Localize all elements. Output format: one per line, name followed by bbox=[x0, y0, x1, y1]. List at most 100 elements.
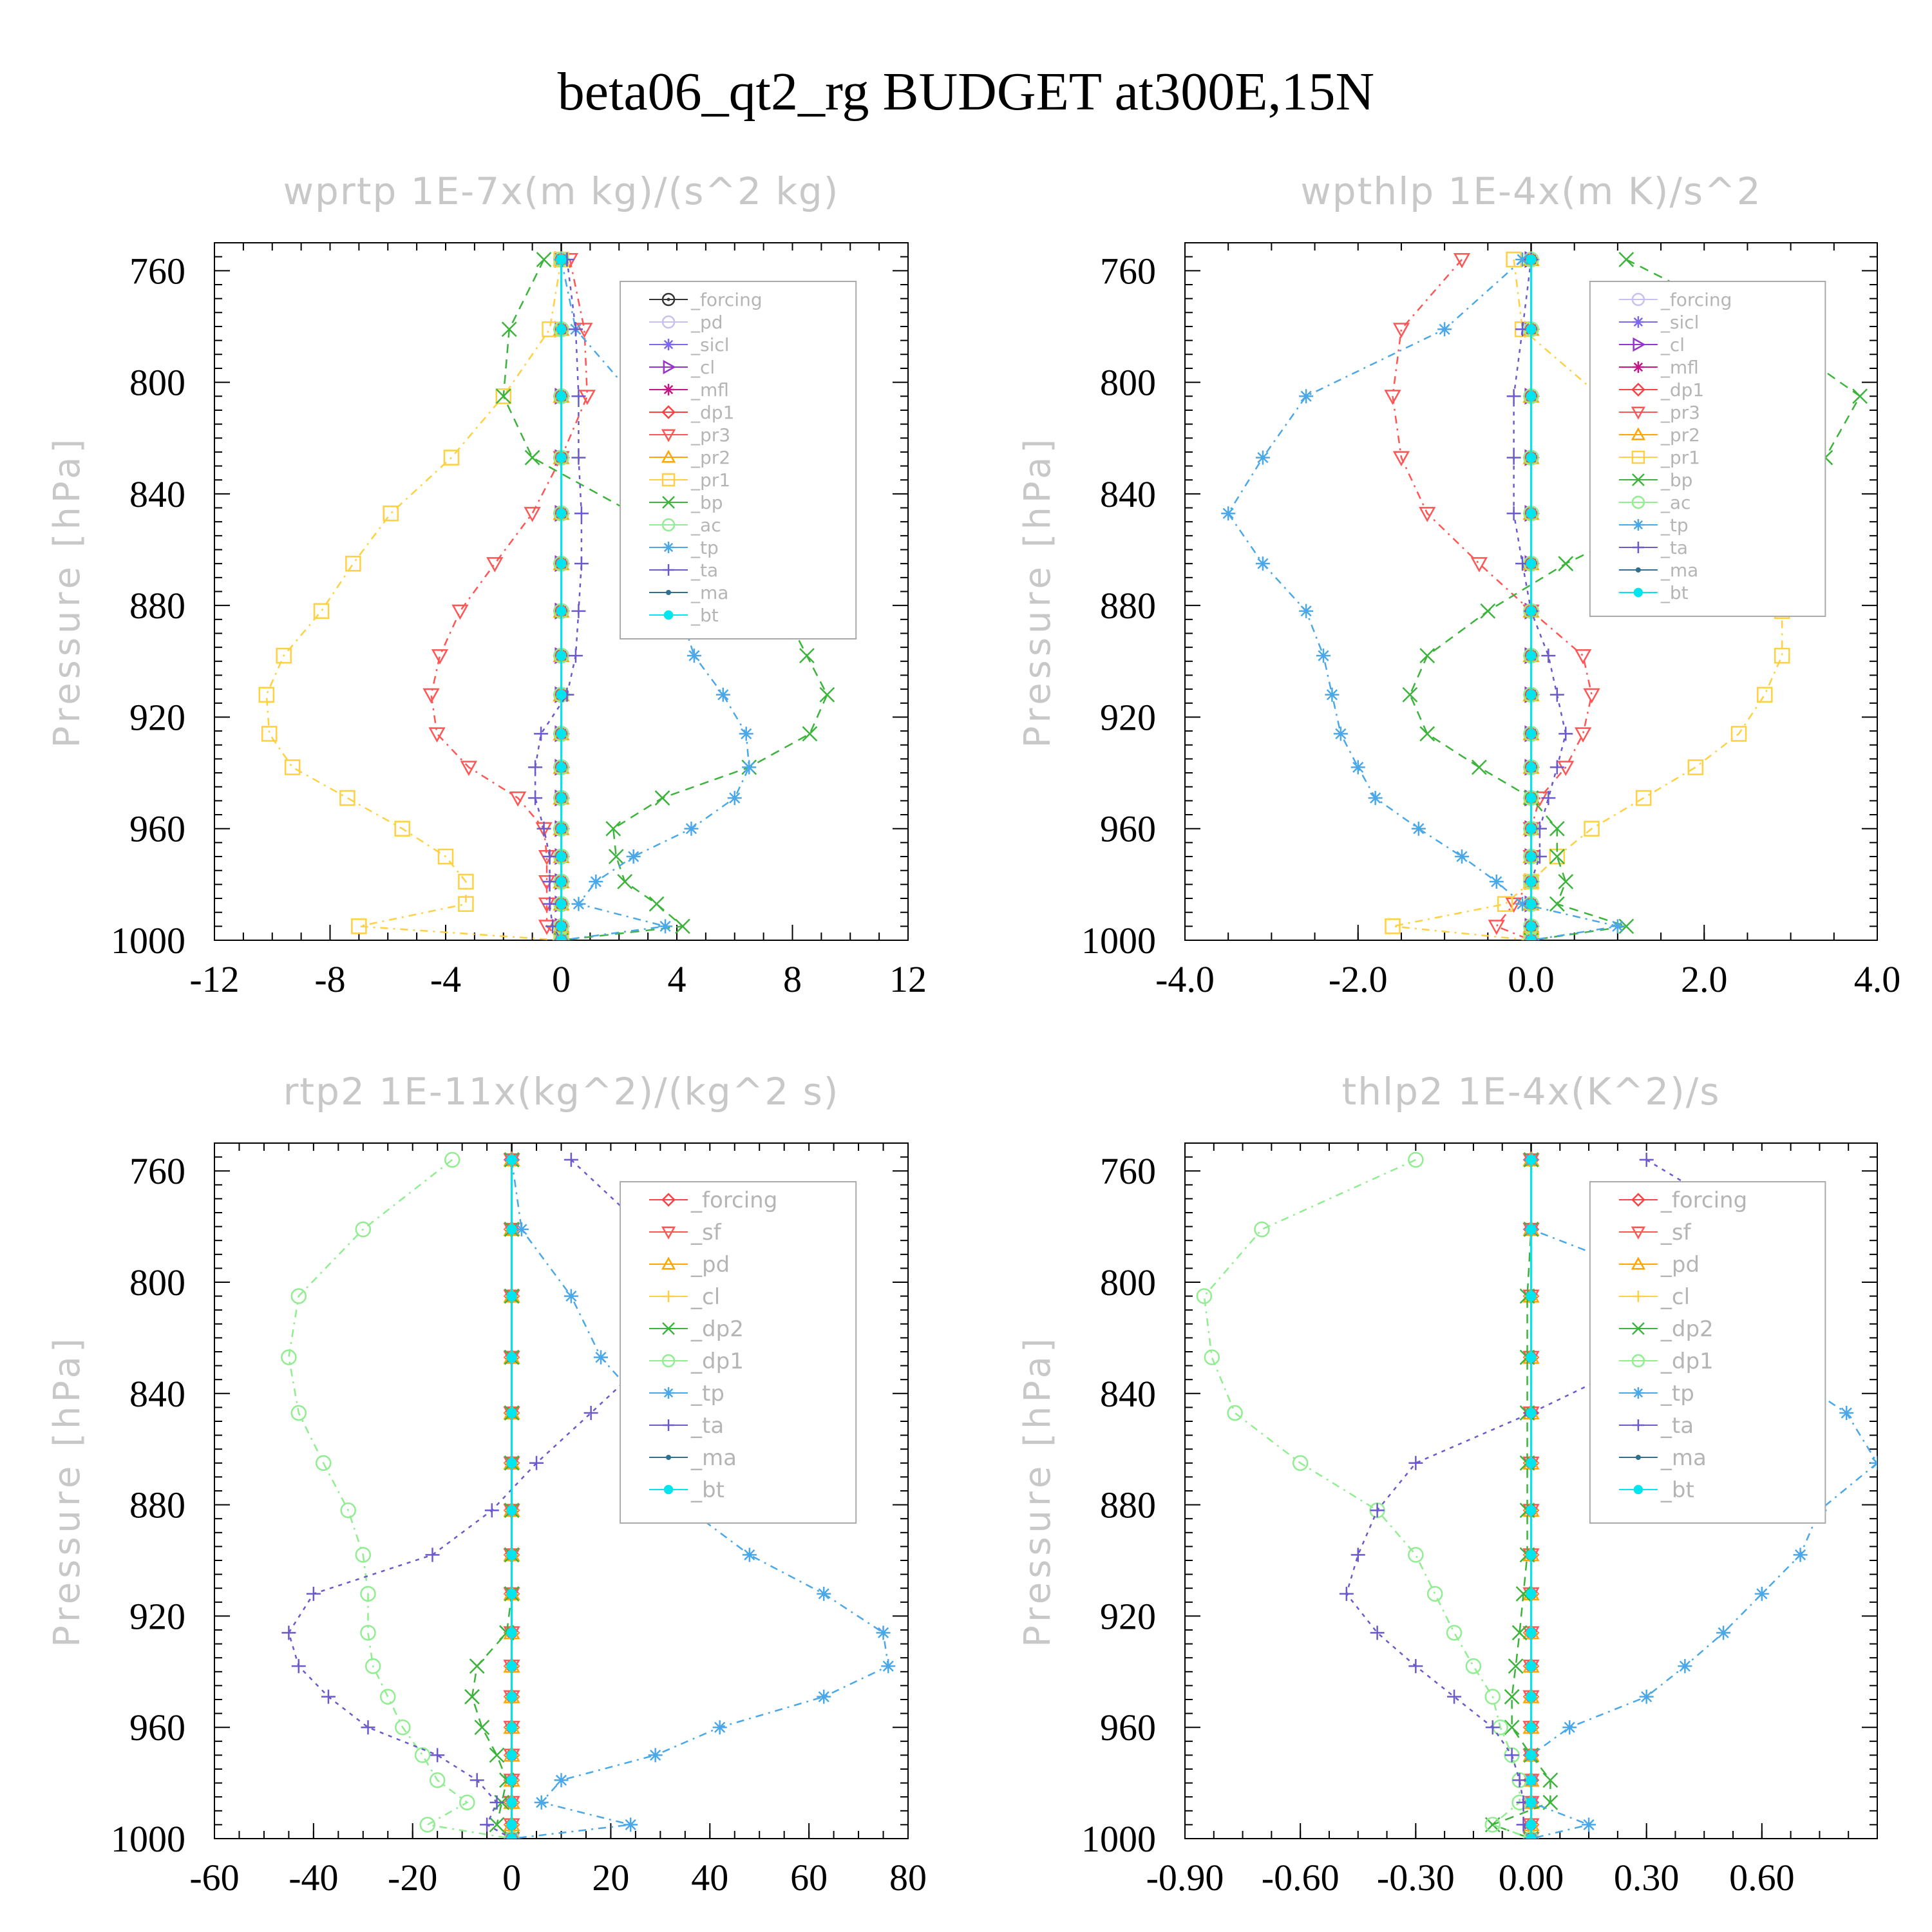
legend-marker bbox=[663, 1419, 675, 1431]
point-pr1 bbox=[313, 603, 330, 620]
point-pr1 bbox=[261, 726, 278, 742]
y-tick-label: 880 bbox=[129, 585, 185, 627]
legend-entry-ta: _ta bbox=[690, 560, 718, 581]
series-line-ta bbox=[534, 259, 583, 940]
point-tp bbox=[589, 875, 603, 889]
y-tick-label: 1000 bbox=[111, 920, 185, 961]
point-pr1 bbox=[443, 450, 460, 466]
point-bt bbox=[556, 508, 567, 519]
x-tick-label: 2.0 bbox=[1681, 958, 1728, 1000]
x-tick-label: 4.0 bbox=[1854, 958, 1901, 1000]
point-ta bbox=[1408, 1455, 1423, 1470]
legend-entry-pr3: _pr3 bbox=[690, 424, 730, 446]
point-tp bbox=[1870, 1455, 1877, 1470]
point-dp1 bbox=[1254, 1221, 1270, 1238]
legend-entry-sf: _sf bbox=[690, 1220, 722, 1245]
series-layer bbox=[281, 1151, 896, 1839]
point-pr1 bbox=[1584, 820, 1600, 837]
series-line-pr3 bbox=[430, 259, 589, 940]
point-bt bbox=[506, 1352, 517, 1363]
legend-entry-dp1: _dp1 bbox=[1660, 379, 1704, 401]
point-dp2 bbox=[1542, 1772, 1558, 1788]
legend-marker bbox=[663, 384, 675, 395]
point-dp2 bbox=[1504, 1719, 1520, 1736]
point-pr3 bbox=[524, 507, 541, 522]
y-tick-label: 800 bbox=[129, 1262, 185, 1303]
legend-entry-pr1: _pr1 bbox=[1660, 447, 1700, 468]
legend: _forcing_pd_sicl_cl_mfl_dp1_pr3_pr2_pr1_… bbox=[620, 281, 857, 639]
legend-marker bbox=[1632, 1387, 1644, 1399]
point-tp bbox=[1610, 919, 1625, 934]
point-bp bbox=[649, 896, 665, 912]
point-ta bbox=[542, 896, 557, 911]
legend-marker bbox=[663, 1387, 675, 1399]
point-pr3 bbox=[451, 604, 469, 620]
point-ta bbox=[1485, 1720, 1500, 1735]
y-tick-label: 960 bbox=[1100, 808, 1156, 850]
legend-entry-tp: _tp bbox=[1660, 1381, 1694, 1406]
point-ta bbox=[1370, 1625, 1385, 1640]
point-bp bbox=[1471, 759, 1487, 775]
point-bt bbox=[1526, 728, 1537, 739]
y-tick-label: 960 bbox=[129, 808, 185, 850]
point-bt bbox=[1526, 1588, 1537, 1599]
legend-entry-pd: _pd bbox=[690, 1252, 730, 1278]
series-line-ta bbox=[288, 1159, 661, 1839]
point-bt bbox=[556, 898, 567, 909]
point-tp bbox=[1562, 1720, 1577, 1735]
legend-marker bbox=[1632, 1419, 1644, 1431]
point-ta bbox=[1541, 649, 1556, 663]
y-tick-label: 760 bbox=[129, 250, 185, 292]
series-layer bbox=[1196, 1151, 1877, 1839]
legend-marker bbox=[1631, 1354, 1645, 1368]
y-tick-label: 920 bbox=[129, 1595, 185, 1637]
point-bp bbox=[536, 252, 552, 267]
point-dp1 bbox=[1292, 1455, 1309, 1472]
y-tick-label: 760 bbox=[1100, 1150, 1156, 1192]
y-axis-label: Pressure [hPa] bbox=[46, 435, 88, 748]
legend-entry-dp2: _dp2 bbox=[690, 1316, 744, 1342]
legend-entry-dp1: _dp1 bbox=[1660, 1349, 1714, 1374]
point-ta bbox=[306, 1586, 321, 1601]
point-bt bbox=[1526, 792, 1537, 804]
legend-marker bbox=[661, 473, 676, 487]
point-tp bbox=[1333, 726, 1348, 741]
point-bt bbox=[556, 792, 567, 804]
legend-marker bbox=[661, 1256, 676, 1270]
point-pr1 bbox=[458, 896, 474, 912]
point-bp bbox=[1549, 849, 1565, 864]
point-bt bbox=[506, 1154, 517, 1166]
point-tp bbox=[1582, 1817, 1596, 1832]
legend-entry-dp1: _dp1 bbox=[690, 1349, 744, 1374]
point-tp bbox=[1299, 603, 1314, 618]
point-pr3 bbox=[1575, 727, 1592, 743]
point-dp2 bbox=[489, 1817, 505, 1833]
series-line-dp2 bbox=[471, 1159, 513, 1839]
y-tick-label: 920 bbox=[129, 696, 185, 738]
legend-marker bbox=[1631, 1193, 1645, 1207]
series-line-pr1 bbox=[265, 259, 562, 940]
point-dp2 bbox=[1511, 1625, 1528, 1641]
legend-marker bbox=[1631, 1226, 1645, 1240]
legend-marker bbox=[663, 610, 674, 620]
point-bt bbox=[1526, 558, 1537, 569]
point-pr1 bbox=[1730, 726, 1747, 742]
x-tick-label: 12 bbox=[889, 958, 927, 1000]
series-line-dp2 bbox=[1490, 1159, 1551, 1839]
point-ta bbox=[528, 760, 543, 775]
point-bt bbox=[556, 823, 567, 834]
point-pr1 bbox=[339, 790, 355, 806]
point-dp2 bbox=[1542, 1794, 1558, 1810]
point-ta bbox=[1506, 389, 1521, 404]
legend-marker bbox=[661, 1354, 676, 1368]
point-bt bbox=[506, 1549, 517, 1560]
point-ta bbox=[529, 1455, 544, 1470]
point-bt bbox=[556, 921, 567, 932]
point-ta bbox=[574, 506, 589, 521]
point-bt bbox=[1526, 391, 1537, 402]
point-bp bbox=[501, 321, 517, 337]
point-dp1 bbox=[1408, 1151, 1424, 1168]
y-tick-label: 960 bbox=[1100, 1707, 1156, 1748]
point-pr3 bbox=[431, 649, 449, 665]
legend-entry-tp: _tp bbox=[1660, 515, 1689, 536]
